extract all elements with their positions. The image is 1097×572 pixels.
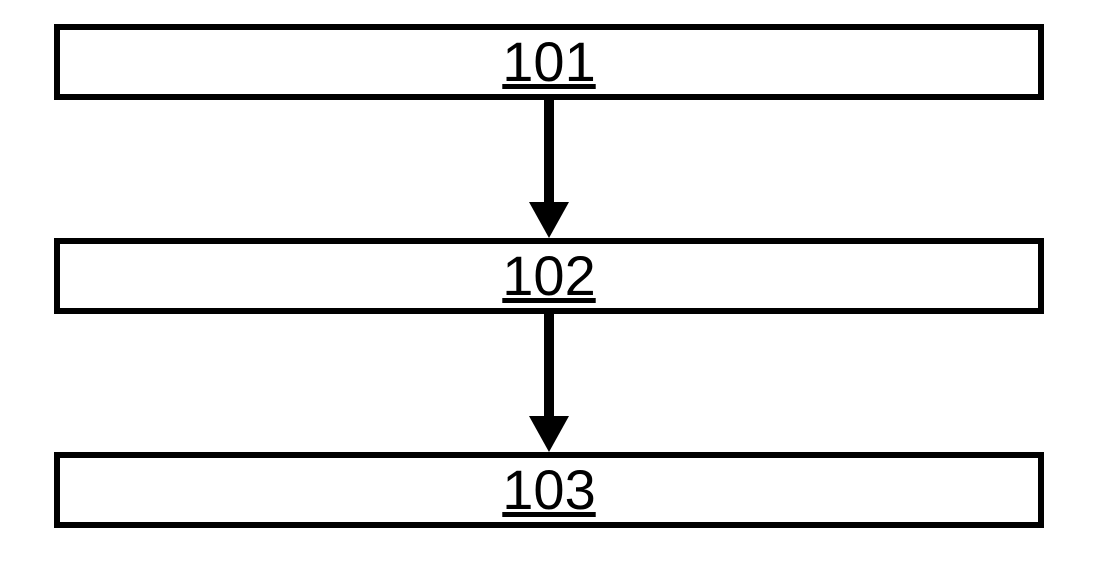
flow-box-103-label: 103 bbox=[502, 462, 595, 518]
flow-arrow-1-line bbox=[544, 100, 554, 202]
flow-arrow-1-head bbox=[529, 202, 569, 238]
flow-box-103: 103 bbox=[54, 452, 1044, 528]
diagram-canvas: 101 102 103 bbox=[0, 0, 1097, 572]
flow-arrow-2-head bbox=[529, 416, 569, 452]
flow-arrow-2-line bbox=[544, 314, 554, 416]
flow-box-101: 101 bbox=[54, 24, 1044, 100]
flow-box-101-label: 101 bbox=[502, 34, 595, 90]
flow-box-102: 102 bbox=[54, 238, 1044, 314]
flow-box-102-label: 102 bbox=[502, 248, 595, 304]
